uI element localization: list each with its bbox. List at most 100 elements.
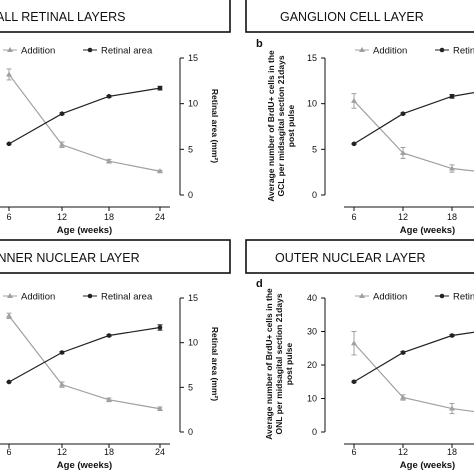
chart-panels: 6 12 18 24 Age (weeks) 0 5 10 15 Retinal area (mm… (0, 46, 474, 471)
x-axis-label: Age (weeks) (57, 225, 112, 236)
y-tick-label: 10 (307, 99, 317, 109)
x-axis-label: Age (weeks) (400, 225, 455, 236)
x-tick-label: 12 (57, 447, 67, 457)
legend-marker-circle (87, 293, 93, 299)
y-axis-label-line: post pulse (286, 104, 296, 147)
data-point-retinal-area (400, 111, 406, 117)
legend-marker-circle (87, 47, 93, 53)
data-point-addition (59, 141, 65, 147)
legend: Addition Retinal area (355, 46, 474, 57)
data-point-addition (59, 381, 65, 387)
legend: Addition Retinal area (3, 46, 153, 57)
data-point-retinal-area (106, 94, 112, 99)
x-tick-label: 24 (155, 447, 165, 457)
legend-label-0: Addition (21, 46, 55, 57)
data-point-retinal-area (351, 379, 357, 385)
y-axis-label-line: post pulse (284, 342, 294, 385)
x-tick-label: 6 (6, 212, 11, 222)
y-tick-label: 20 (307, 360, 317, 370)
data-point-addition (400, 394, 406, 400)
data-point-addition (157, 168, 163, 174)
panel-d-title: OUTER NUCLEAR LAYER (275, 251, 426, 265)
data-point-addition (6, 312, 12, 318)
y-axis-label-line: Average number of BrdU+ cells in the (266, 50, 276, 202)
legend: Addition Retinal area (355, 292, 474, 303)
data-point-addition (351, 340, 357, 346)
legend-label-0: Addition (373, 46, 407, 57)
data-point-addition (400, 149, 406, 155)
y-axis-label: Average number of BrdU+ cells in theGCL … (266, 50, 296, 202)
y-tick-label: 5 (188, 382, 193, 392)
x-tick-label: 18 (104, 212, 114, 222)
y-axis-label-line: ONL per midsagital section 21days (274, 293, 284, 434)
data-point-retinal-area (6, 379, 12, 385)
data-point-addition (106, 396, 112, 402)
x-tick-label: 12 (57, 212, 67, 222)
legend-label-0: Addition (373, 292, 407, 303)
y-axis-label-line: GCL per midsagital section 21days (276, 55, 286, 196)
panel-0-plot: 6 12 18 24 Age (weeks) 0 5 10 15 Retinal area (mm… (0, 46, 220, 236)
series-line-addition (8, 74, 161, 172)
series-line-retinal-area (8, 87, 161, 145)
data-point-retinal-area (157, 85, 163, 91)
data-point-retinal-area (449, 333, 455, 338)
series-line-addition (8, 315, 161, 410)
y-tick-label: 0 (188, 190, 193, 200)
data-point-addition (106, 158, 112, 164)
x-axis-label: Age (weeks) (400, 460, 455, 471)
series-line-addition (353, 100, 474, 172)
data-point-retinal-area (59, 350, 65, 355)
x-tick-label: 12 (398, 447, 408, 457)
x-tick-label: 18 (104, 447, 114, 457)
panel-b-title-box: GANGLION CELL LAYER (245, 0, 474, 33)
y-tick-label: 15 (307, 53, 317, 63)
data-point-retinal-area (351, 141, 357, 147)
panel-b-letter: b (256, 38, 263, 50)
x-tick-label: 12 (398, 212, 408, 222)
legend-marker-triangle (359, 293, 365, 298)
data-point-addition (449, 405, 455, 411)
panel-a-title: ALL RETINAL LAYERS (0, 10, 125, 24)
x-tick-label: 6 (6, 447, 11, 457)
y-tick-label: 5 (188, 144, 193, 154)
legend-label-1: Retinal area (453, 292, 474, 303)
series-line-addition (353, 342, 474, 413)
panel-c-title-box: INNER NUCLEAR LAYER (0, 239, 231, 274)
y-tick-label: 0 (312, 427, 317, 437)
legend-label-0: Addition (21, 292, 55, 303)
y-tick-label: 0 (188, 427, 193, 437)
data-point-addition (449, 165, 455, 171)
y-axis-label: Retinal area (mm²) (210, 327, 220, 401)
y-tick-label: 30 (307, 327, 317, 337)
data-point-retinal-area (157, 325, 163, 330)
panel-a-title-box: ALL RETINAL LAYERS (0, 0, 231, 33)
x-tick-label: 24 (155, 212, 165, 222)
data-point-addition (351, 97, 357, 103)
panel-b-title: GANGLION CELL LAYER (280, 10, 424, 24)
y-tick-label: 15 (188, 293, 198, 303)
data-point-addition (157, 405, 163, 411)
y-tick-label: 10 (188, 338, 198, 348)
y-tick-label: 0 (312, 190, 317, 200)
y-axis-label: Retinal area (mm²) (210, 89, 220, 163)
panel-c-title: INNER NUCLEAR LAYER (0, 251, 140, 265)
panel-d-title-box: OUTER NUCLEAR LAYER (245, 239, 474, 274)
data-point-retinal-area (59, 111, 65, 117)
legend-label-1: Retinal area (101, 292, 153, 303)
x-tick-label: 6 (351, 212, 356, 222)
panel-2-plot: 6 12 18 24 Age (weeks) 0 5 10 15 Retinal area (mm… (0, 292, 220, 471)
series-line-retinal-area (8, 326, 161, 383)
legend-marker-circle (439, 47, 445, 53)
legend-marker-circle (439, 293, 445, 299)
series-line-retinal-area (353, 331, 474, 383)
y-tick-label: 10 (307, 394, 317, 404)
x-axis-label: Age (weeks) (57, 460, 112, 471)
data-point-retinal-area (400, 350, 406, 355)
data-point-retinal-area (449, 94, 455, 99)
legend-label-1: Retinal area (101, 46, 153, 57)
legend-marker-triangle (7, 293, 13, 298)
y-tick-label: 15 (188, 53, 198, 63)
